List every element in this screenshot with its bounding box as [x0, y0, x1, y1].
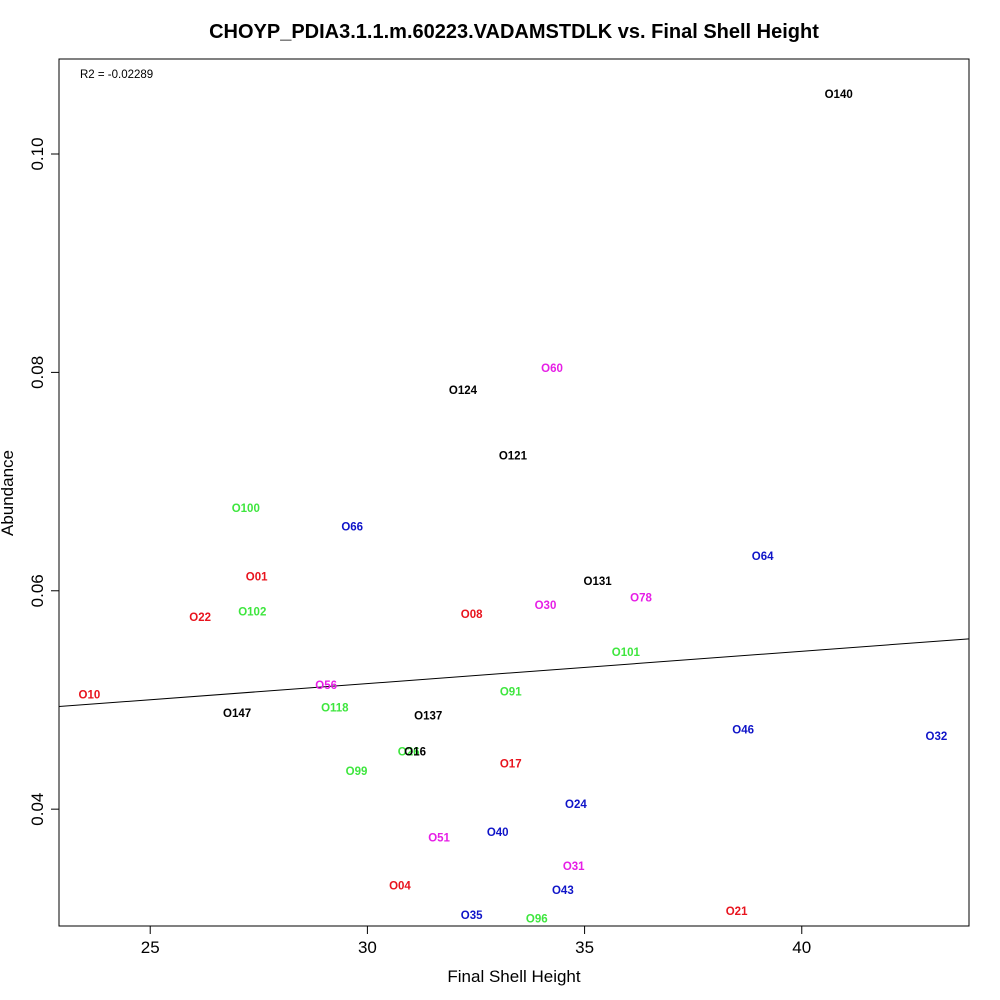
point-label: O16 — [404, 746, 426, 758]
y-tick-label: 0.10 — [28, 137, 47, 170]
point-label: O118 — [321, 703, 349, 715]
point-label: O96 — [526, 913, 548, 925]
point-label: O66 — [341, 521, 363, 533]
point-label: O131 — [584, 576, 613, 588]
x-tick-label: 35 — [575, 938, 594, 957]
x-tick-label: 40 — [792, 938, 811, 957]
point-label: O35 — [461, 910, 483, 922]
point-label: O147 — [223, 708, 251, 720]
point-label: O121 — [499, 450, 528, 462]
r2-annotation: R2 = -0.02289 — [80, 69, 153, 81]
point-label: O31 — [563, 861, 585, 873]
point-label: O40 — [487, 827, 509, 839]
point-label: O102 — [238, 607, 266, 619]
point-label: O17 — [500, 758, 522, 770]
point-label: O91 — [500, 686, 522, 698]
point-label: O78 — [630, 592, 652, 604]
point-label: O101 — [612, 647, 641, 659]
y-tick-label: 0.04 — [28, 793, 47, 826]
point-label: O21 — [726, 906, 748, 918]
y-tick-label: 0.06 — [28, 574, 47, 607]
point-label: O26 — [398, 746, 420, 758]
point-label: O22 — [189, 612, 211, 624]
plot-frame — [58, 58, 970, 927]
point-label: O10 — [79, 690, 101, 702]
point-label: O100 — [232, 503, 260, 515]
point-label: O124 — [449, 385, 478, 397]
point-label: O137 — [414, 710, 442, 722]
point-label: O43 — [552, 885, 574, 897]
regression-line — [58, 638, 970, 708]
x-axis: 25 30 35 40 — [141, 926, 811, 957]
point-label: O08 — [461, 609, 483, 621]
y-axis: 0.04 0.06 0.08 0.10 — [28, 137, 59, 826]
x-tick-label: 25 — [141, 938, 160, 957]
x-tick-label: 30 — [358, 938, 377, 957]
y-axis-label: Abundance — [0, 450, 17, 536]
point-labels: O140 O60 O124 O121 O100 O66 O64 O01 O131 O78 O30 O1… — [79, 89, 948, 925]
point-label: O04 — [389, 881, 411, 893]
point-label: O64 — [752, 551, 774, 563]
x-axis-label: Final Shell Height — [447, 967, 581, 986]
point-label: O24 — [565, 799, 587, 811]
point-label: O46 — [732, 725, 754, 737]
point-label: O99 — [346, 766, 368, 778]
point-label: O30 — [535, 600, 557, 612]
point-label: O32 — [926, 731, 948, 743]
point-label: O56 — [315, 680, 337, 692]
point-label: O51 — [428, 833, 450, 845]
point-label: O60 — [541, 363, 563, 375]
point-label: O140 — [825, 89, 853, 101]
point-label: O01 — [246, 572, 268, 584]
y-tick-label: 0.08 — [28, 356, 47, 389]
chart-title: CHOYP_PDIA3.1.1.m.60223.VADAMSTDLK vs. F… — [209, 21, 819, 43]
